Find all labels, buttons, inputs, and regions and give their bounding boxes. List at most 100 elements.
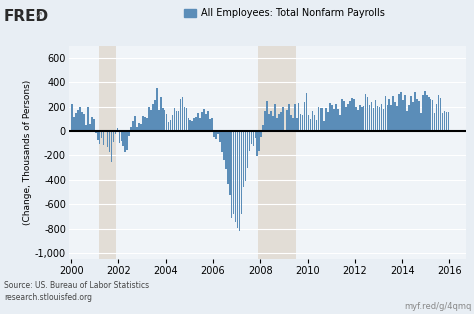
Bar: [97, 131, 99, 140]
Bar: [310, 119, 311, 131]
Bar: [276, 118, 278, 131]
Bar: [79, 106, 81, 131]
Bar: [148, 107, 150, 131]
Bar: [426, 95, 428, 131]
Bar: [329, 104, 331, 131]
Bar: [292, 118, 293, 131]
Bar: [326, 108, 327, 131]
Bar: [384, 96, 386, 131]
Bar: [176, 111, 177, 131]
Bar: [255, 131, 256, 138]
Bar: [345, 107, 347, 131]
Bar: [260, 131, 262, 138]
Bar: [416, 99, 418, 131]
Bar: [373, 107, 374, 131]
Bar: [294, 104, 295, 131]
Bar: [418, 101, 419, 131]
Bar: [207, 111, 209, 131]
Bar: [272, 116, 274, 131]
Bar: [195, 117, 197, 131]
Bar: [363, 106, 365, 131]
Bar: [164, 110, 165, 131]
Bar: [438, 95, 439, 131]
Bar: [316, 120, 317, 131]
Bar: [440, 98, 441, 131]
Bar: [77, 111, 79, 131]
Bar: [156, 88, 158, 131]
Bar: [203, 109, 205, 131]
Bar: [99, 131, 100, 144]
Legend: All Employees: Total Nonfarm Payrolls: All Employees: Total Nonfarm Payrolls: [184, 8, 384, 18]
Bar: [130, 127, 132, 131]
Bar: [243, 131, 244, 187]
Bar: [319, 108, 321, 131]
Bar: [235, 131, 237, 222]
Bar: [391, 105, 392, 131]
Bar: [357, 110, 358, 131]
Bar: [81, 112, 83, 131]
Bar: [231, 131, 232, 218]
Bar: [174, 108, 175, 131]
Bar: [375, 100, 376, 131]
Bar: [188, 118, 189, 131]
Bar: [154, 100, 155, 131]
Bar: [251, 131, 252, 144]
Bar: [398, 94, 400, 131]
Bar: [256, 131, 258, 156]
Bar: [117, 128, 118, 131]
Bar: [402, 100, 404, 131]
Bar: [311, 111, 313, 131]
Bar: [183, 107, 185, 131]
Bar: [367, 97, 368, 131]
Bar: [280, 112, 282, 131]
Bar: [146, 118, 148, 131]
Bar: [401, 92, 402, 131]
Bar: [386, 105, 388, 131]
Bar: [314, 115, 315, 131]
Bar: [168, 122, 169, 131]
Bar: [304, 102, 305, 131]
Bar: [410, 96, 412, 131]
Bar: [71, 104, 73, 131]
Bar: [122, 131, 124, 146]
Text: myf.red/g/4qmq: myf.red/g/4qmq: [404, 302, 472, 311]
Bar: [394, 102, 396, 131]
Bar: [241, 131, 242, 214]
Bar: [128, 131, 130, 136]
Bar: [430, 99, 431, 131]
Bar: [408, 105, 410, 131]
Bar: [361, 107, 363, 131]
Bar: [379, 107, 380, 131]
Bar: [138, 123, 140, 131]
Bar: [115, 131, 116, 134]
Bar: [193, 117, 195, 131]
Bar: [300, 115, 301, 131]
Bar: [213, 131, 215, 137]
Bar: [245, 131, 246, 181]
Bar: [341, 99, 343, 131]
Bar: [75, 113, 77, 131]
Bar: [424, 91, 426, 131]
Bar: [197, 113, 199, 131]
Bar: [225, 131, 227, 169]
Bar: [229, 131, 230, 195]
Bar: [73, 117, 75, 131]
Bar: [359, 105, 361, 131]
Text: Source: US. Bureau of Labor Statistics
research.stlouisfed.org: Source: US. Bureau of Labor Statistics r…: [4, 281, 149, 302]
Bar: [89, 124, 91, 131]
Bar: [182, 97, 183, 131]
Bar: [266, 101, 268, 131]
Bar: [365, 94, 366, 131]
Bar: [268, 114, 270, 131]
Bar: [87, 107, 89, 131]
Bar: [446, 112, 447, 131]
Bar: [428, 97, 429, 131]
Bar: [248, 131, 250, 151]
Bar: [284, 131, 286, 132]
Bar: [215, 131, 217, 139]
Bar: [142, 116, 144, 131]
Bar: [286, 110, 288, 131]
Bar: [323, 121, 325, 131]
Bar: [205, 114, 207, 131]
Bar: [414, 92, 416, 131]
